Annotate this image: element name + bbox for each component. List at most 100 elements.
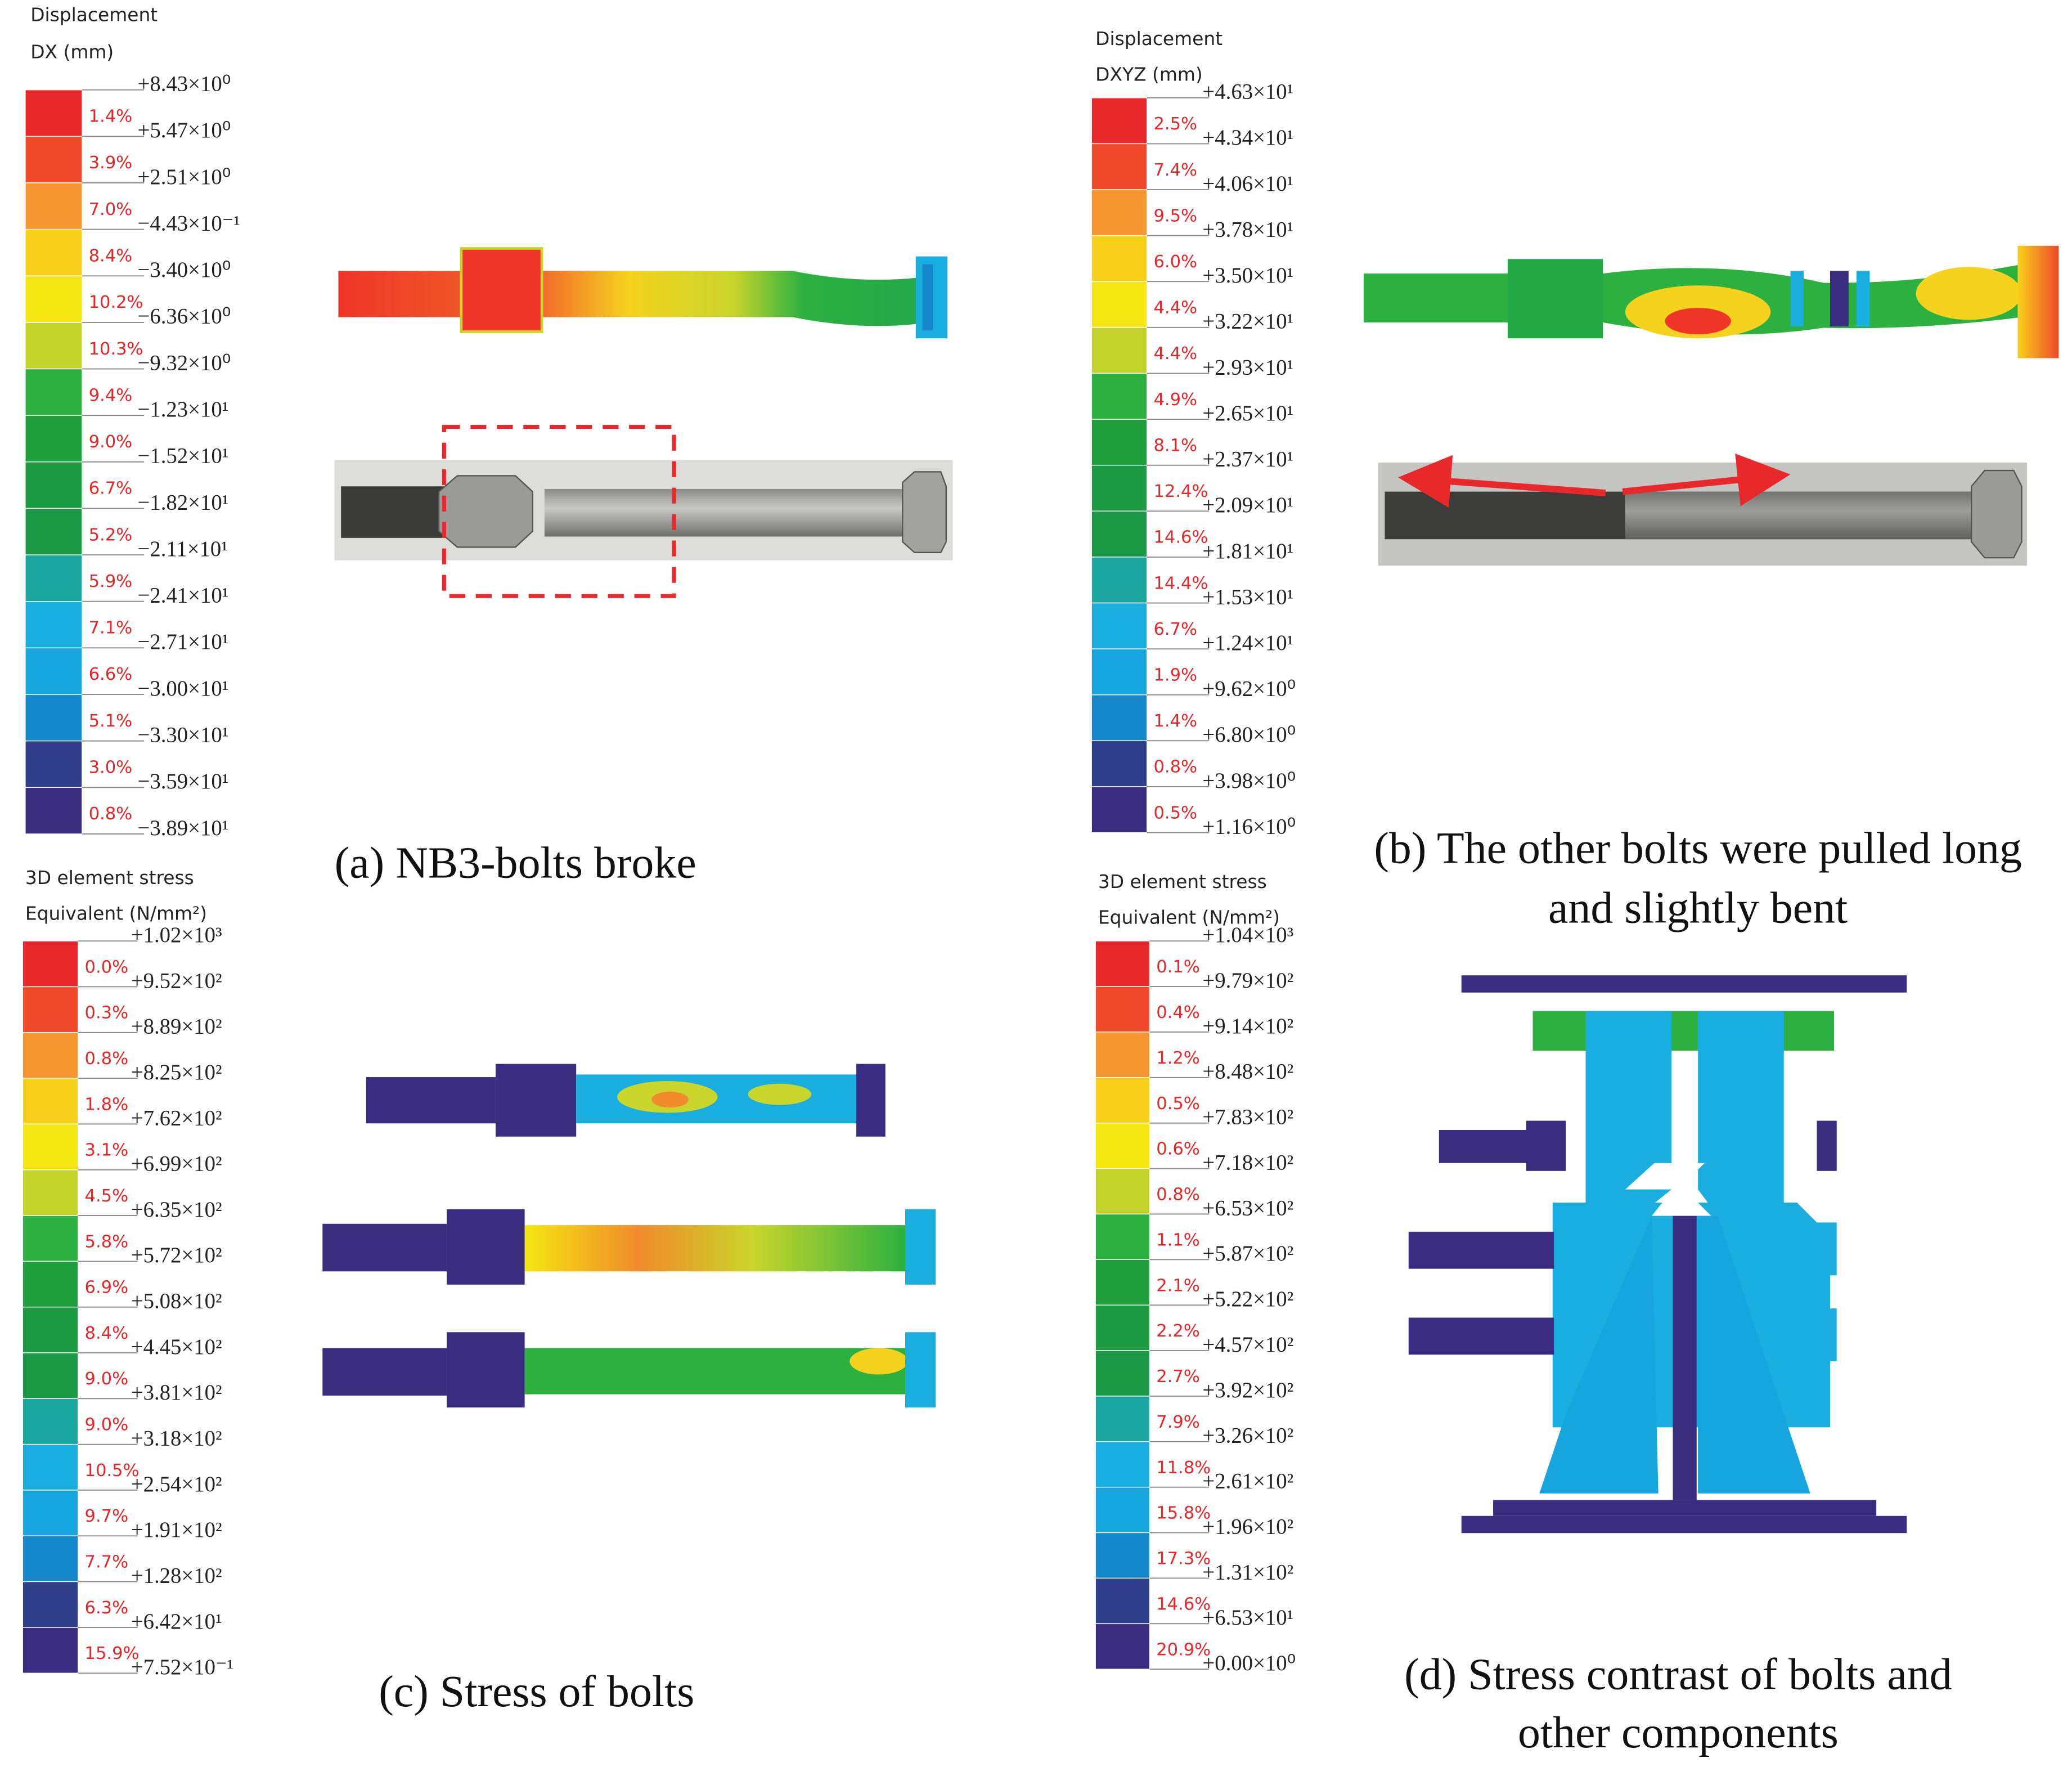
legend-band — [1095, 1396, 1150, 1442]
legend-level: +8.25×10² — [131, 1060, 222, 1084]
legend-level: −3.40×10⁰ — [137, 258, 231, 282]
legend-level: +7.62×10² — [131, 1106, 222, 1130]
legend-level: +3.50×10¹ — [1202, 263, 1293, 288]
legend-percent: 1.1% — [1156, 1230, 1200, 1250]
legend-level: −3.30×10¹ — [137, 723, 228, 747]
legend-band — [22, 1398, 79, 1445]
legend-level: −6.36×10⁰ — [137, 304, 231, 329]
legend-level: +1.24×10¹ — [1202, 631, 1293, 655]
fea-structure-d — [1408, 975, 1907, 1533]
legend-percent: 0.6% — [1156, 1140, 1200, 1159]
legend-level: +7.18×10² — [1202, 1150, 1293, 1174]
legend-title: 3D element stress — [25, 867, 194, 889]
legend-band — [25, 740, 83, 788]
legend-percent: 9.0% — [89, 432, 133, 452]
legend-level: +6.53×10² — [1202, 1196, 1293, 1220]
legend-percent: 6.3% — [85, 1598, 129, 1618]
legend-level: +2.51×10⁰ — [137, 165, 231, 189]
photo-bolt-a — [334, 425, 953, 598]
legend-percent: 0.8% — [89, 804, 133, 824]
legend-band — [1095, 1623, 1150, 1670]
legend-percent: 0.8% — [1154, 757, 1198, 777]
legend-percent: 7.9% — [1156, 1412, 1200, 1432]
legend-band — [1091, 786, 1148, 833]
legend-percent: 3.9% — [89, 153, 133, 173]
legend-percent: 9.7% — [85, 1506, 129, 1526]
legend-percent: 10.5% — [85, 1461, 140, 1481]
legend-level: +1.31×10² — [1202, 1560, 1293, 1584]
legend-band — [22, 1490, 79, 1537]
legend-level: +6.35×10² — [131, 1198, 222, 1222]
legend-level: +9.62×10⁰ — [1202, 677, 1296, 701]
legend-percent: 10.2% — [89, 293, 143, 312]
legend-level: +8.43×10⁰ — [137, 72, 231, 96]
legend-level: −2.71×10¹ — [137, 630, 228, 654]
legend-percent: 0.1% — [1156, 957, 1200, 977]
legend-percent: 17.3% — [1156, 1549, 1211, 1569]
legend-subtitle: Equivalent (N/mm²) — [25, 903, 207, 925]
legend-percent: 0.5% — [1156, 1094, 1200, 1114]
legend-band — [25, 136, 83, 183]
legend-percent: 7.0% — [89, 200, 133, 219]
legend-band — [25, 787, 83, 835]
legend-percent: 1.2% — [1156, 1048, 1200, 1068]
legend-level: +7.52×10⁻¹ — [131, 1655, 233, 1679]
fea-bolts-c — [322, 1064, 936, 1408]
legend-level: +2.65×10¹ — [1202, 401, 1293, 425]
legend-percent: 6.9% — [85, 1278, 129, 1298]
legend-percent: 4.9% — [1154, 390, 1198, 410]
legend-percent: 14.4% — [1154, 573, 1208, 593]
legend-band — [22, 1535, 79, 1582]
legend-level: +1.91×10² — [131, 1518, 222, 1542]
legend-percent: 5.9% — [89, 572, 133, 591]
legend-band — [1095, 1213, 1150, 1261]
legend-percent: 15.8% — [1156, 1504, 1211, 1523]
legend-level: +4.06×10¹ — [1202, 172, 1293, 196]
fea-bolt-b — [1363, 245, 2059, 358]
legend-band — [25, 89, 83, 137]
legend-band — [1095, 1441, 1150, 1488]
legend-level: +1.53×10¹ — [1202, 585, 1293, 609]
legend-percent: 0.8% — [1156, 1185, 1200, 1205]
legend-level: +3.81×10² — [131, 1380, 222, 1405]
legend-level: +6.80×10⁰ — [1202, 723, 1296, 747]
legend-band — [25, 647, 83, 695]
legend-band — [25, 554, 83, 602]
legend-band — [1095, 1259, 1150, 1306]
legend-percent: 6.7% — [89, 479, 133, 499]
legend-percent: 0.3% — [85, 1003, 129, 1023]
legend-band — [22, 1169, 79, 1216]
legend-level: +3.26×10² — [1202, 1424, 1293, 1448]
legend-level: +2.93×10¹ — [1202, 355, 1293, 379]
legend-level: −3.00×10¹ — [137, 676, 228, 701]
legend-band — [1091, 510, 1148, 558]
legend-band — [25, 228, 83, 276]
legend-band — [1091, 557, 1148, 604]
legend-level: −1.52×10¹ — [137, 444, 228, 468]
legend-level: −4.43×10⁻¹ — [137, 211, 240, 235]
legend-level: −1.82×10¹ — [137, 490, 228, 514]
legend-level: −3.89×10¹ — [137, 816, 228, 840]
legend-percent: 0.5% — [1154, 803, 1198, 823]
legend-percent: 7.7% — [85, 1553, 129, 1572]
caption: (d) Stress contrast of bolts and — [1404, 1649, 1952, 1699]
legend-band — [22, 986, 79, 1033]
legend-level: +1.81×10¹ — [1202, 539, 1293, 563]
legend-subtitle: DXYZ (mm) — [1095, 63, 1203, 85]
legend-band — [22, 1078, 79, 1125]
legend-level: −9.32×10⁰ — [137, 351, 231, 375]
legend-band — [1091, 464, 1148, 512]
legend-percent: 0.4% — [1156, 1003, 1200, 1022]
legend-percent: 14.6% — [1156, 1594, 1211, 1614]
legend-level: +9.52×10² — [131, 968, 222, 993]
legend-band — [1091, 143, 1148, 190]
legend-percent: 5.2% — [89, 525, 133, 545]
legend-percent: 12.4% — [1154, 482, 1208, 501]
legend-percent: 1.8% — [85, 1095, 129, 1114]
legend-band — [1095, 940, 1150, 987]
legend-band — [1091, 189, 1148, 236]
photo-bolt-b — [1378, 453, 2027, 566]
legend-band — [1095, 1032, 1150, 1078]
legend-percent: 0.8% — [85, 1049, 129, 1069]
